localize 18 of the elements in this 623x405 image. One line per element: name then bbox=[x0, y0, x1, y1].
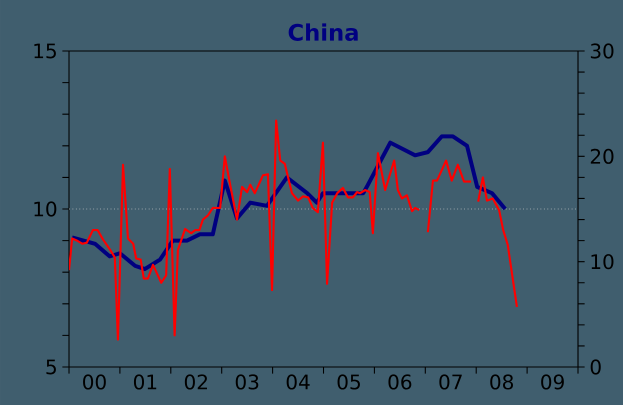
chart-title: China bbox=[288, 23, 358, 41]
x-tick-label: 00 bbox=[83, 374, 106, 390]
y-tick-label: 5 bbox=[46, 360, 56, 374]
y2-tick-label: 10 bbox=[592, 254, 614, 270]
x-tick-label: 02 bbox=[184, 374, 207, 390]
x-tick-label: 08 bbox=[490, 374, 514, 390]
y2-tick-label: 30 bbox=[590, 43, 614, 59]
y-tick-label: 10 bbox=[34, 201, 56, 217]
x-tick-label: 07 bbox=[439, 374, 462, 390]
y2-tick-label: 20 bbox=[590, 148, 614, 164]
x-tick-label: 03 bbox=[236, 374, 258, 390]
x-tick-label: 06 bbox=[388, 374, 412, 390]
y-tick-label: 15 bbox=[34, 44, 56, 58]
x-tick-label: 01 bbox=[134, 374, 156, 390]
x-tick-label: 09 bbox=[541, 374, 564, 390]
y2-tick-label: 0 bbox=[590, 359, 601, 375]
x-tick-label: 05 bbox=[338, 374, 360, 390]
x-tick-label: 04 bbox=[286, 374, 310, 390]
